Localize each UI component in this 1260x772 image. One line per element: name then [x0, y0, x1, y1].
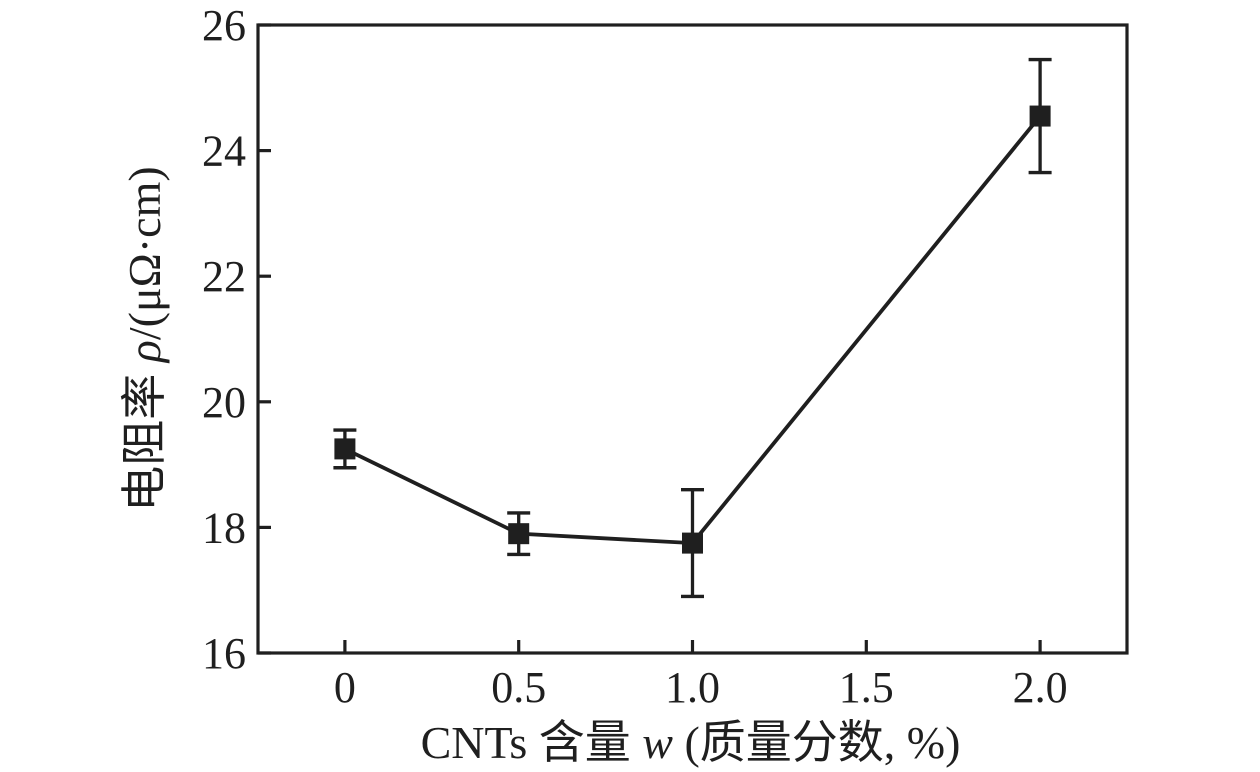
y-tick-label: 24 — [202, 127, 246, 176]
x-tick-label: 0 — [334, 663, 356, 712]
data-point-marker — [1029, 105, 1051, 127]
x-tick-label: 2.0 — [1013, 663, 1068, 712]
data-line — [344, 114, 1042, 546]
x-tick-label: 1.5 — [839, 663, 894, 712]
y-tick-label: 20 — [202, 378, 246, 427]
y-axis-label: 电阻率 ρ/(μΩ·cm) — [119, 166, 170, 511]
y-tick-label: 26 — [202, 1, 246, 50]
data-point-marker — [682, 532, 703, 554]
data-point-marker — [508, 523, 530, 545]
x-axis-label: CNTs 含量 w (质量分数, %) — [421, 717, 961, 768]
y-tick-label: 22 — [202, 252, 246, 301]
y-tick-label: 18 — [202, 503, 246, 552]
x-tick-label: 0.5 — [491, 663, 546, 712]
data-point-marker — [334, 438, 356, 460]
y-tick-label: 16 — [202, 629, 246, 678]
x-tick-label: 1.0 — [665, 663, 720, 712]
plot-border — [256, 23, 1129, 655]
